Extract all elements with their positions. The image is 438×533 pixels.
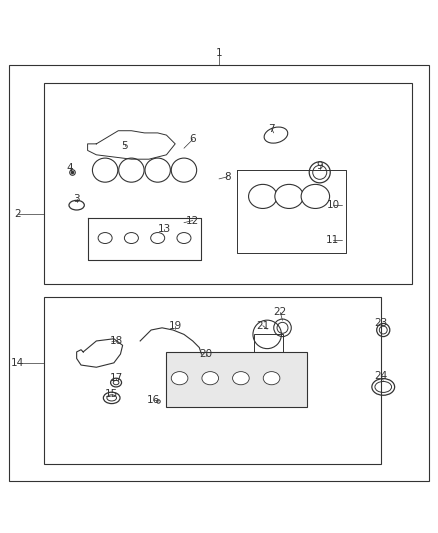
Ellipse shape <box>145 158 170 182</box>
Ellipse shape <box>249 184 277 208</box>
Text: 17: 17 <box>110 373 123 383</box>
Text: 7: 7 <box>268 124 275 134</box>
Bar <box>166 352 307 407</box>
Bar <box>254 334 283 352</box>
Ellipse shape <box>263 372 280 385</box>
Ellipse shape <box>301 184 330 208</box>
Text: 14: 14 <box>11 358 24 368</box>
Ellipse shape <box>177 232 191 244</box>
Ellipse shape <box>151 232 165 244</box>
Text: 24: 24 <box>374 371 388 381</box>
Text: 15: 15 <box>105 389 118 399</box>
Ellipse shape <box>275 184 304 208</box>
Text: 2: 2 <box>14 209 21 219</box>
Text: 6: 6 <box>189 134 196 144</box>
Ellipse shape <box>98 232 112 244</box>
Text: 10: 10 <box>326 200 339 210</box>
Text: 11: 11 <box>326 235 339 245</box>
Text: 23: 23 <box>374 318 388 328</box>
Text: 1: 1 <box>215 48 223 58</box>
Text: 16: 16 <box>147 395 160 405</box>
Text: 12: 12 <box>186 215 199 225</box>
Ellipse shape <box>171 158 197 182</box>
Ellipse shape <box>124 232 138 244</box>
Ellipse shape <box>171 372 188 385</box>
Bar <box>44 297 381 464</box>
Text: 19: 19 <box>169 321 182 330</box>
Bar <box>44 83 412 284</box>
Text: 3: 3 <box>73 193 80 204</box>
Text: 5: 5 <box>121 141 128 151</box>
Ellipse shape <box>233 372 249 385</box>
Text: 20: 20 <box>199 349 212 359</box>
Ellipse shape <box>92 158 118 182</box>
Ellipse shape <box>202 372 219 385</box>
Text: 22: 22 <box>274 308 287 318</box>
Text: 18: 18 <box>110 336 123 346</box>
Text: 9: 9 <box>316 161 323 171</box>
Text: 13: 13 <box>158 224 171 235</box>
Text: 8: 8 <box>224 172 231 182</box>
Text: 21: 21 <box>256 321 269 330</box>
Text: 4: 4 <box>67 163 74 173</box>
Ellipse shape <box>119 158 144 182</box>
